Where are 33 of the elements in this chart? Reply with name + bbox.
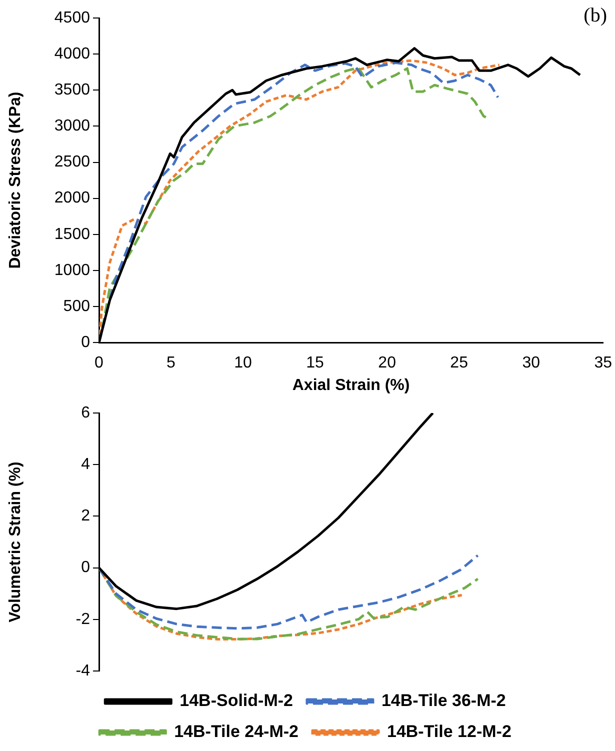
x-tick-label: 25: [450, 354, 468, 372]
y-tick-label: 3000: [54, 118, 90, 135]
x-tick-label: 15: [306, 354, 324, 372]
y-tick-label: 0: [81, 334, 90, 352]
x-tick-label: 35: [594, 354, 612, 372]
y-tick-label: -4: [76, 662, 90, 680]
y-tick-label: 3500: [54, 82, 90, 99]
x-tick-label: 30: [522, 354, 540, 372]
y-tick-label: 2: [81, 508, 90, 525]
x-axis-title: Axial Strain (%): [292, 376, 410, 394]
line-series: [99, 554, 480, 630]
x-tick-label: 0: [94, 354, 104, 372]
y-axis-title: Deviatoric Stress (KPa): [7, 92, 24, 269]
y-tick-label: 0: [81, 559, 90, 576]
x-tick-label: 20: [378, 354, 396, 372]
y-tick-label: 1000: [54, 262, 90, 279]
legend-label: 14B-Tile 12-M-2: [387, 722, 512, 742]
y-axis-title: Volumetric Strain (%): [7, 462, 24, 622]
y-tick-label: 1500: [54, 226, 90, 243]
y-tick-label: 4: [81, 456, 90, 474]
y-tick-label: 4000: [54, 45, 90, 62]
x-tick-label: 10: [234, 354, 252, 372]
legend-label: 14B-Tile 24-M-2: [174, 722, 299, 742]
legend-label: 14B-Tile 36-M-2: [381, 691, 506, 710]
y-tick-label: 2500: [54, 154, 90, 171]
y-tick-label: 2000: [54, 190, 90, 207]
y-tick-label: 4500: [54, 9, 90, 26]
y-tick-label: -2: [76, 610, 90, 628]
y-tick-label: 6: [81, 404, 90, 422]
x-tick-label: 5: [166, 354, 176, 372]
annotation: (b): [584, 4, 607, 26]
legend-label: 14B-Solid-M-2: [180, 691, 293, 710]
y-tick-label: 500: [63, 298, 90, 315]
